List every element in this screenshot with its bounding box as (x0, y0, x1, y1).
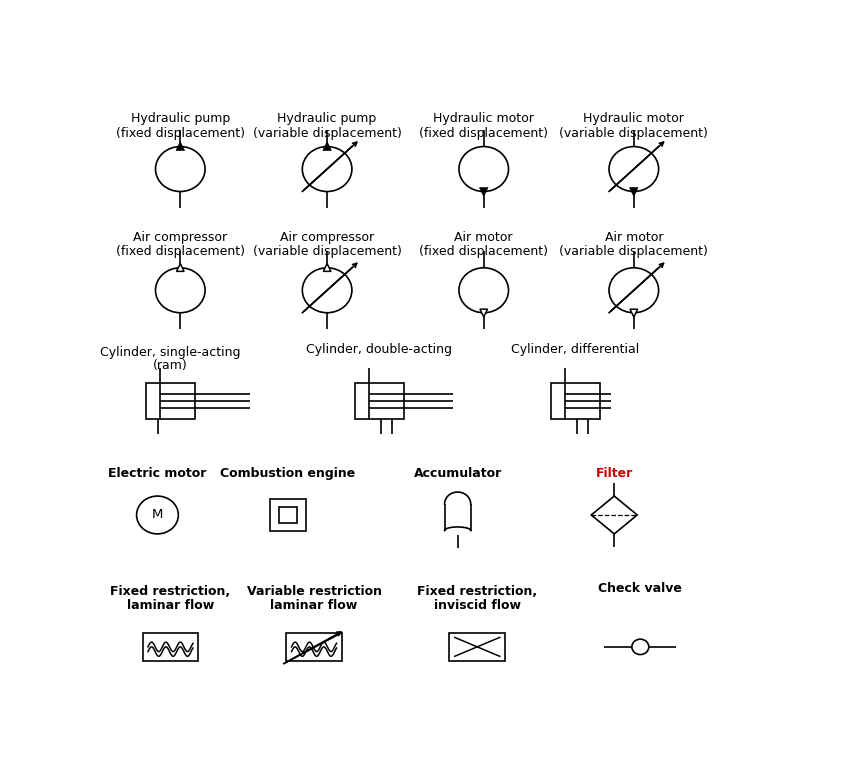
Text: Air compressor: Air compressor (133, 230, 227, 243)
Text: Electric motor: Electric motor (109, 467, 206, 480)
Text: (ram): (ram) (153, 359, 188, 372)
Text: Accumulator: Accumulator (413, 467, 502, 480)
Text: (fixed displacement): (fixed displacement) (116, 127, 245, 140)
Polygon shape (479, 187, 488, 197)
Polygon shape (322, 142, 332, 151)
Bar (354, 382, 404, 419)
Text: (variable displacement): (variable displacement) (559, 245, 708, 258)
Text: Air motor: Air motor (455, 230, 513, 243)
Text: Fixed restriction,: Fixed restriction, (110, 585, 231, 598)
Polygon shape (323, 263, 331, 271)
Text: Combustion engine: Combustion engine (221, 467, 355, 480)
Bar (279, 507, 297, 523)
Bar (270, 498, 306, 531)
Text: Air compressor: Air compressor (280, 230, 374, 243)
Text: Variable restriction: Variable restriction (247, 585, 381, 598)
Text: (fixed displacement): (fixed displacement) (419, 127, 548, 140)
Text: (fixed displacement): (fixed displacement) (419, 245, 548, 258)
Text: laminar flow: laminar flow (127, 599, 214, 612)
Bar (286, 633, 342, 661)
Bar (450, 633, 505, 661)
Bar (551, 382, 600, 419)
Polygon shape (176, 142, 184, 151)
Text: Fixed restriction,: Fixed restriction, (417, 585, 537, 598)
Text: inviscid flow: inviscid flow (434, 599, 520, 612)
Text: Cylinder, differential: Cylinder, differential (511, 343, 639, 356)
Polygon shape (630, 187, 638, 197)
Bar (143, 633, 198, 661)
Polygon shape (630, 310, 637, 317)
Text: M: M (152, 508, 163, 521)
Text: Hydraulic motor: Hydraulic motor (434, 112, 534, 125)
Text: Air motor: Air motor (605, 230, 663, 243)
Text: Hydraulic pump: Hydraulic pump (278, 112, 376, 125)
Polygon shape (480, 310, 488, 317)
Text: Check valve: Check valve (599, 582, 682, 595)
Text: Hydraulic motor: Hydraulic motor (584, 112, 685, 125)
Polygon shape (177, 263, 184, 271)
Text: (fixed displacement): (fixed displacement) (116, 245, 245, 258)
Text: (variable displacement): (variable displacement) (253, 127, 402, 140)
Text: (variable displacement): (variable displacement) (559, 127, 708, 140)
Text: laminar flow: laminar flow (270, 599, 358, 612)
Text: Filter: Filter (595, 467, 633, 480)
Text: Cylinder, double-acting: Cylinder, double-acting (306, 343, 452, 356)
Text: (variable displacement): (variable displacement) (253, 245, 402, 258)
Bar (146, 382, 195, 419)
Text: Hydraulic pump: Hydraulic pump (131, 112, 230, 125)
Text: Cylinder, single-acting: Cylinder, single-acting (100, 346, 241, 359)
